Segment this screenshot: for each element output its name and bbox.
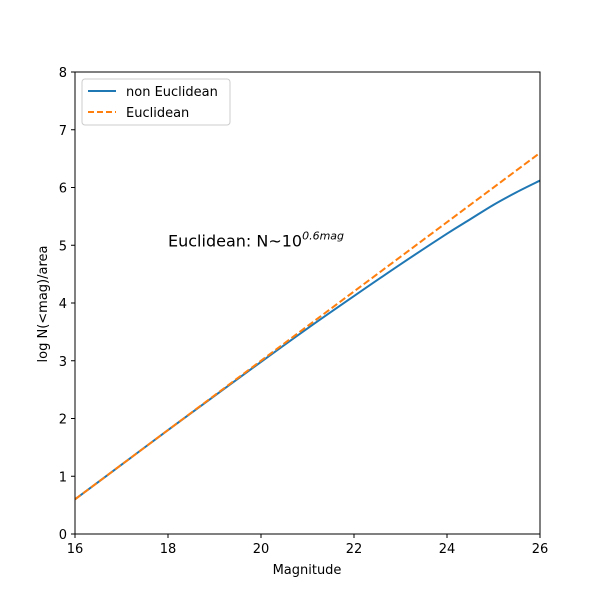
- y-axis: 0 1 2 3 4 5 6 7 8: [59, 66, 75, 543]
- series-line-euclidean: [74, 152, 541, 501]
- y-tick-label: 7: [59, 124, 67, 139]
- legend-label-non-euclidean: non Euclidean: [126, 85, 218, 100]
- x-tick-label: 18: [160, 542, 177, 557]
- x-tick-label: 16: [67, 542, 84, 557]
- y-axis-label: log N(<mag)/area: [36, 246, 51, 363]
- annotation-base: Euclidean: N~10: [168, 231, 302, 250]
- x-axis: 16 18 20 22 24 26: [67, 534, 549, 557]
- y-tick-label: 3: [59, 355, 67, 370]
- y-tick-label: 6: [59, 182, 67, 197]
- legend-label-euclidean: Euclidean: [126, 106, 189, 121]
- y-tick-label: 8: [59, 66, 67, 81]
- x-tick-label: 22: [346, 542, 363, 557]
- x-tick-label: 26: [532, 542, 549, 557]
- y-tick-label: 1: [59, 470, 67, 485]
- y-tick-label: 4: [59, 297, 67, 312]
- x-tick-label: 20: [253, 542, 270, 557]
- y-tick-label: 0: [59, 528, 67, 543]
- y-tick-label: 5: [59, 239, 67, 254]
- chart-annotation: Euclidean: N~100.6mag: [168, 229, 344, 250]
- legend-box: [81, 78, 231, 126]
- annotation-exponent: 0.6mag: [302, 229, 344, 242]
- legend: non Euclidean Euclidean: [81, 78, 231, 126]
- x-tick-label: 24: [439, 542, 456, 557]
- x-axis-label: Magnitude: [273, 563, 342, 578]
- y-tick-label: 2: [59, 413, 67, 428]
